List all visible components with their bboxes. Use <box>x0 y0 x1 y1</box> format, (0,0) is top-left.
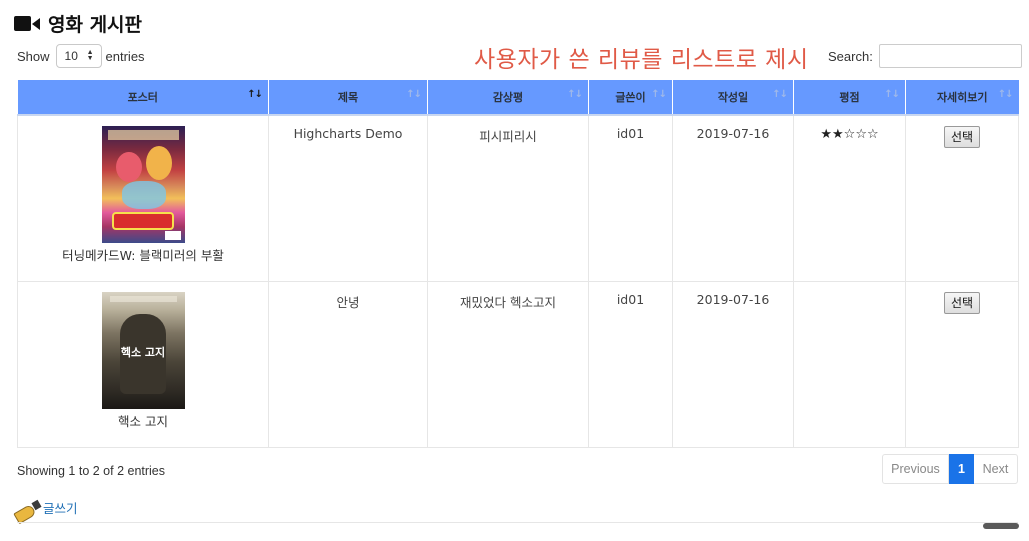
sort-icon: ↑↓ <box>406 89 422 100</box>
rating-stars: ★★☆☆☆ <box>820 127 879 142</box>
poster-image[interactable] <box>101 126 185 243</box>
write-label: 글쓰기 <box>43 501 78 516</box>
table-row: 헥소 고지 핵소 고지 안녕 재밌었다 헥소고지 id01 2019-07-16… <box>17 280 1019 448</box>
previous-page-button[interactable]: Previous <box>882 454 949 484</box>
table-row: 터닝메카드W: 블랙미러의 부활 Highcharts Demo 피시피리시 i… <box>17 114 1019 282</box>
column-header-date[interactable]: 작성일 ↑↓ <box>672 80 794 116</box>
date-cell: 2019-07-16 <box>672 280 794 448</box>
search-input[interactable] <box>878 44 1022 68</box>
divider <box>17 522 1018 523</box>
sort-icon: ↑↓ <box>651 89 667 100</box>
select-button[interactable]: 선택 <box>944 291 980 314</box>
video-camera-icon <box>14 14 40 32</box>
date-cell: 2019-07-16 <box>672 114 794 282</box>
rating-cell <box>793 280 906 448</box>
table-header-row: 포스터 ↑↓ 제목 ↑↓ 감상평 ↑↓ 글쓴이 ↑↓ 작성일 ↑↓ 평점 ↑↓ 자세히보기 ↑… <box>17 80 1019 116</box>
sort-icon: ↑↓ <box>772 89 788 100</box>
next-page-button[interactable]: Next <box>974 454 1018 484</box>
sort-icon: ↑↓ <box>997 89 1014 100</box>
poster-cell: 터닝메카드W: 블랙미러의 부활 <box>17 114 269 282</box>
column-header-review[interactable]: 감상평 ↑↓ <box>427 80 589 116</box>
rating-cell: ★★☆☆☆ <box>793 114 906 282</box>
page-1-button[interactable]: 1 <box>949 454 974 484</box>
poster-title: 핵소 고지 <box>118 413 168 429</box>
write-link[interactable]: 글쓰기 <box>13 498 78 525</box>
table-info: Showing 1 to 2 of 2 entries <box>17 464 166 478</box>
page-title-text: 영화 게시판 <box>48 13 143 36</box>
column-header-detail[interactable]: 자세히보기 ↑↓ <box>905 80 1019 116</box>
page-title: 영화 게시판 <box>14 10 142 36</box>
reviews-table: 포스터 ↑↓ 제목 ↑↓ 감상평 ↑↓ 글쓴이 ↑↓ 작성일 ↑↓ 평점 ↑↓ 자세히보기 ↑… <box>17 80 1019 448</box>
sort-icon: ↑↓ <box>567 89 583 100</box>
select-arrows-icon: ▲ ▼ <box>86 49 94 62</box>
scrollbar-thumb[interactable] <box>983 523 1019 529</box>
pen-icon <box>13 499 42 525</box>
column-header-rating[interactable]: 평점 ↑↓ <box>793 80 906 116</box>
author-cell: id01 <box>588 280 673 448</box>
entries-length-control: Show 10 ▲ ▼ entries <box>17 44 145 68</box>
poster-title: 터닝메카드W: 블랙미러의 부활 <box>62 248 224 263</box>
length-prefix: Show <box>17 48 50 64</box>
poster-cell: 헥소 고지 핵소 고지 <box>17 280 269 448</box>
pagination: Previous 1 Next <box>882 454 1018 484</box>
title-cell: Highcharts Demo <box>268 114 428 282</box>
detail-cell: 선택 <box>905 114 1019 282</box>
sort-icon: ↑↓ <box>884 89 900 100</box>
column-header-author[interactable]: 글쓴이 ↑↓ <box>588 80 673 116</box>
sort-icon: ↑↓ <box>247 89 263 100</box>
column-header-poster[interactable]: 포스터 ↑↓ <box>17 80 269 116</box>
length-suffix: entries <box>105 48 145 64</box>
search-label: Search: <box>828 48 873 64</box>
search-control: Search: <box>828 44 1022 68</box>
author-cell: id01 <box>588 114 673 282</box>
column-header-title[interactable]: 제목 ↑↓ <box>268 80 428 116</box>
title-cell: 안녕 <box>268 280 428 448</box>
entries-length-select[interactable]: 10 ▲ ▼ <box>55 44 102 68</box>
detail-cell: 선택 <box>905 280 1019 448</box>
poster-image[interactable]: 헥소 고지 <box>101 291 185 409</box>
annotation-text: 사용자가 쓴 리뷰를 리스트로 제시 <box>474 47 809 73</box>
select-button[interactable]: 선택 <box>944 126 980 148</box>
review-cell: 재밌었다 헥소고지 <box>427 280 589 448</box>
review-cell: 피시피리시 <box>427 114 589 282</box>
entries-length-value: 10 <box>64 49 78 63</box>
